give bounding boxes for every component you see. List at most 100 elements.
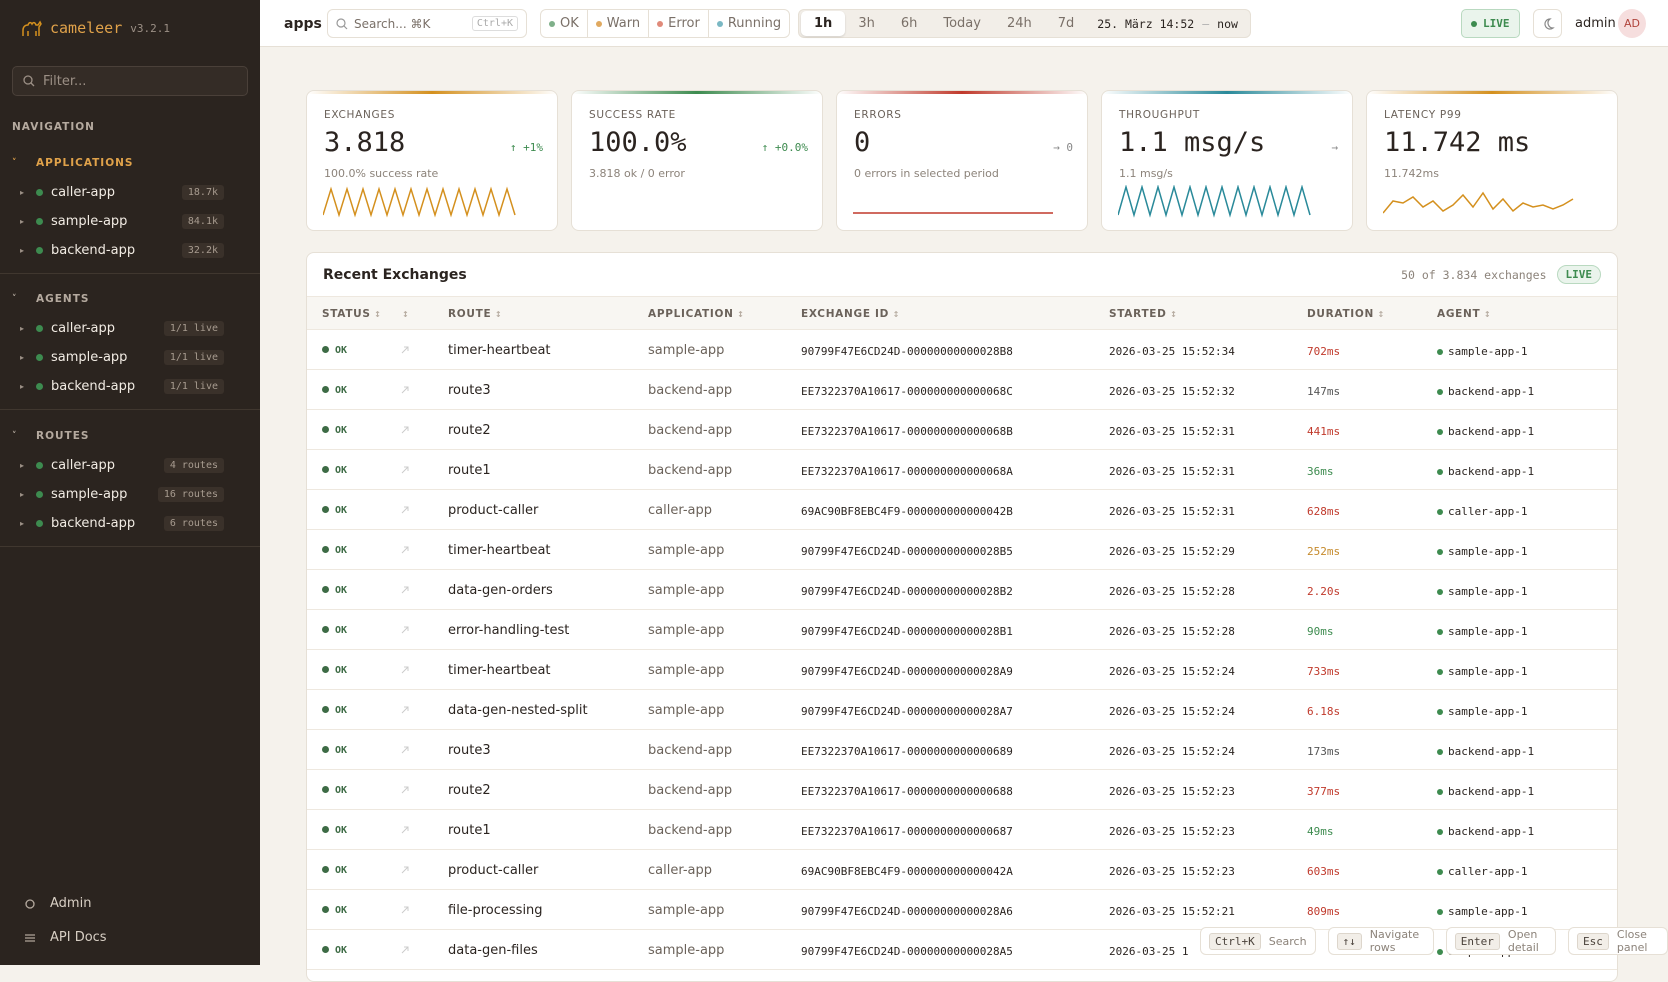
nav-item[interactable]: backend-app 32.2k xyxy=(0,236,260,265)
table-row[interactable]: OK route2 backend-app EE7322370A10617-00000… xyxy=(307,410,1617,450)
sidebar: cameleer v3.2.1 Filter... NAVIGATION APP… xyxy=(0,0,260,965)
status-filter[interactable]: Error xyxy=(649,10,709,37)
section-title[interactable]: APPLICATIONS xyxy=(0,148,260,178)
cell-route: route1 xyxy=(448,823,491,838)
nav-item[interactable]: caller-app 18.7k xyxy=(0,178,260,207)
cell-agent: sample-app-1 xyxy=(1437,345,1527,358)
status-dot xyxy=(36,189,43,196)
nav-item[interactable]: backend-app 1/1 live xyxy=(0,372,260,401)
range-start: 25. März 14:52 xyxy=(1097,16,1195,31)
cell-application: sample-app xyxy=(648,543,725,558)
custom-range[interactable]: 25. März 14:52 — now xyxy=(1087,17,1248,31)
time-range-option[interactable]: 24h xyxy=(1006,16,1032,31)
footer-icon xyxy=(25,898,35,909)
cell-application: sample-app xyxy=(648,663,725,678)
table-row[interactable]: OK product-caller caller-app 69AC90BF8EBC4F… xyxy=(307,850,1617,890)
cell-started: 2026-03-25 15:52:23 xyxy=(1109,825,1235,838)
icon-shape xyxy=(336,17,346,28)
sparkline xyxy=(1383,191,1574,214)
table-row[interactable]: OK timer-heartbeat sample-app 90799F47E6CD2… xyxy=(307,330,1617,370)
table-row[interactable]: OK file-processing sample-app 90799F47E6CD2… xyxy=(307,890,1617,930)
nav-item[interactable]: caller-app 1/1 live xyxy=(0,314,260,343)
cell-application: sample-app xyxy=(648,943,725,958)
open-icon xyxy=(401,586,409,594)
kpi-delta: ↑ +0.0% xyxy=(761,141,808,154)
avatar[interactable]: AD xyxy=(1618,9,1646,38)
nav-item[interactable]: backend-app 6 routes xyxy=(0,509,260,538)
cell-started: 2026-03-25 15:52:32 xyxy=(1109,385,1235,398)
status-filter[interactable]: Warn xyxy=(588,10,650,37)
kpi-value: 11.742 ms xyxy=(1384,127,1531,158)
table-row[interactable]: OK timer-heartbeat sample-app 90799F47E6CD2… xyxy=(307,530,1617,570)
column-header[interactable]: DURATION xyxy=(1307,308,1385,320)
shortcut-label: Close panel xyxy=(1616,928,1648,954)
column-header[interactable]: APPLICATION xyxy=(648,308,745,320)
status-filter[interactable]: OK xyxy=(541,10,588,37)
status-filter[interactable]: Running xyxy=(709,10,789,37)
cell-route: route1 xyxy=(448,463,491,478)
shortcut-label: Search xyxy=(1268,934,1307,948)
kpi-label: THROUGHPUT xyxy=(1119,109,1201,121)
item-name: sample-app xyxy=(51,487,128,502)
cell-route: data-gen-files xyxy=(448,943,538,958)
column-header[interactable]: STATUS xyxy=(322,308,382,320)
filter-label: Warn xyxy=(606,16,641,31)
brand[interactable]: cameleer v3.2.1 xyxy=(20,14,170,42)
cell-route: timer-heartbeat xyxy=(448,543,551,558)
live-toggle[interactable]: LIVE xyxy=(1461,9,1520,38)
section-title[interactable]: AGENTS xyxy=(0,284,260,314)
table-row[interactable]: OK route1 backend-app EE7322370A10617-00000… xyxy=(307,810,1617,850)
table-row[interactable]: OK route3 backend-app EE7322370A10617-00000… xyxy=(307,370,1617,410)
table-row[interactable]: OK product-caller caller-app 69AC90BF8EBC4F… xyxy=(307,490,1617,530)
cell-status: OK xyxy=(322,865,347,876)
item-badge: 1/1 live xyxy=(163,321,224,336)
cell-started: 2026-03-25 15:52:23 xyxy=(1109,785,1235,798)
nav-item[interactable]: sample-app 1/1 live xyxy=(0,343,260,372)
time-range-option[interactable]: 7d xyxy=(1057,16,1075,31)
column-header[interactable]: EXCHANGE ID xyxy=(801,308,900,320)
cell-application: sample-app xyxy=(648,703,725,718)
item-badge: 1/1 live xyxy=(163,350,224,365)
search-box[interactable]: Search... ⌘K Ctrl+K xyxy=(327,9,527,38)
time-range-option[interactable]: Today xyxy=(943,16,981,31)
cell-duration: 252ms xyxy=(1307,545,1341,558)
table-row[interactable]: OK route2 backend-app EE7322370A10617-00000… xyxy=(307,770,1617,810)
time-range-option[interactable]: 1h xyxy=(801,11,846,36)
kpi-sub: 100.0% success rate xyxy=(324,167,439,180)
cell-duration: 49ms xyxy=(1307,825,1334,838)
cell-exchange-id: 69AC90BF8EBC4F9-000000000000042B xyxy=(801,505,1013,518)
table-row[interactable]: OK route3 backend-app EE7322370A10617-00000… xyxy=(307,730,1617,770)
item-name: sample-app xyxy=(51,350,128,365)
live-label: LIVE xyxy=(1483,17,1510,30)
footer-link[interactable]: API Docs xyxy=(24,930,107,945)
cell-duration: 173ms xyxy=(1307,745,1341,758)
theme-toggle[interactable] xyxy=(1533,9,1562,38)
table-row[interactable]: OK data-gen-nested-split sample-app 90799F4… xyxy=(307,690,1617,730)
cell-duration: 147ms xyxy=(1307,385,1341,398)
kpi-accent xyxy=(1102,91,1352,94)
section-title[interactable]: ROUTES xyxy=(0,421,260,451)
user-name[interactable]: admin xyxy=(1575,16,1616,31)
filter-label: Error xyxy=(668,16,700,31)
search-icon xyxy=(336,17,348,29)
footer-link[interactable]: Admin xyxy=(24,896,91,911)
nav-item[interactable]: caller-app 4 routes xyxy=(0,451,260,480)
column-header[interactable]: AGENT xyxy=(1437,308,1491,320)
nav-item[interactable]: sample-app 84.1k xyxy=(0,207,260,236)
filter-input[interactable]: Filter... xyxy=(12,66,248,96)
table-row[interactable]: OK data-gen-orders sample-app 90799F47E6CD2… xyxy=(307,570,1617,610)
nav-item[interactable]: sample-app 16 routes xyxy=(0,480,260,509)
shortcut-key: Enter xyxy=(1454,932,1500,950)
filter-dot xyxy=(595,20,602,27)
time-range-option[interactable]: 6h xyxy=(900,16,918,31)
exchange-count: 50 of 3.834 exchanges xyxy=(1401,267,1547,282)
table-row[interactable]: OK error-handling-test sample-app 90799F47E… xyxy=(307,610,1617,650)
table-row[interactable]: OK route1 backend-app EE7322370A10617-00000… xyxy=(307,450,1617,490)
table-row[interactable]: OK timer-heartbeat sample-app 90799F47E6CD2… xyxy=(307,650,1617,690)
time-range-option[interactable]: 3h xyxy=(858,16,875,31)
column-header[interactable]: ROUTE xyxy=(448,308,502,320)
cell-route: data-gen-nested-split xyxy=(448,703,588,718)
column-header[interactable]: STARTED xyxy=(1109,308,1178,320)
cell-agent: sample-app-1 xyxy=(1437,665,1527,678)
